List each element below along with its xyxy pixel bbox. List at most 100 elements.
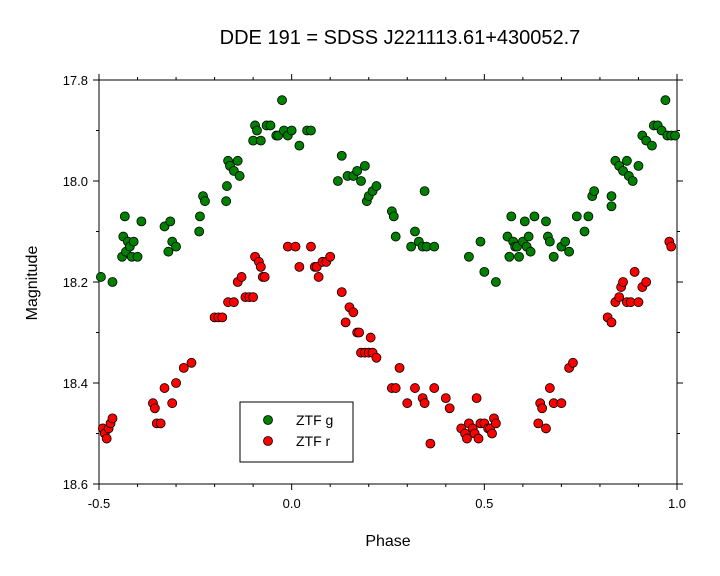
data-point-ztf-r [629,266,640,277]
data-point-ztf-r [429,383,440,393]
legend-label-ztf-g: ZTF g [296,412,333,428]
data-point-ztf-g [523,231,534,242]
data-point-ztf-r [290,241,301,252]
data-point-ztf-g [163,246,174,257]
data-point-ztf-g [429,241,440,252]
data-point-ztf-g [647,140,657,151]
data-point-ztf-g [479,266,490,277]
data-point-ztf-g [583,211,594,222]
data-markers [96,95,680,449]
data-point-ztf-r [248,292,259,303]
data-point-ztf-r [294,261,305,272]
data-point-ztf-g [571,211,582,222]
data-point-ztf-g [265,120,276,131]
data-point-ztf-g [119,211,130,222]
data-point-ztf-g [541,216,551,227]
data-point-ztf-r [462,433,472,444]
data-point-ztf-g [564,246,575,257]
data-point-ztf-r [340,317,351,328]
data-point-ztf-g [221,196,232,207]
data-point-ztf-r [533,418,544,429]
y-tick-label: 18.4 [63,376,88,391]
data-point-ztf-g [128,236,139,247]
y-tick-label: 18.0 [63,174,88,189]
x-tick-label: -0.5 [88,496,110,511]
data-point-ztf-r [537,403,548,414]
data-point-ztf-r [544,383,555,393]
data-point-ztf-r [325,251,336,262]
data-point-ztf-g [622,155,632,166]
data-point-ztf-g [419,186,430,197]
data-point-ztf-r [541,423,551,434]
x-tick-label: 1.0 [668,496,686,511]
data-point-ztf-g [107,277,118,287]
y-tick-label: 18.2 [63,275,88,290]
data-point-ztf-g [132,251,143,262]
data-point-ztf-g [294,140,305,151]
data-point-ztf-r [354,327,365,338]
data-point-ztf-r [159,383,170,393]
data-point-ztf-g [464,251,474,262]
data-point-ztf-g [234,171,245,181]
data-point-ztf-r [217,312,228,323]
data-point-ztf-r [473,433,484,444]
data-point-ztf-r [444,403,455,414]
legend-marker-ztf-r [263,436,273,446]
data-point-ztf-r [440,393,451,404]
data-point-ztf-g [633,160,644,171]
data-point-ztf-g [371,181,382,191]
data-point-ztf-r [155,418,166,429]
data-point-ztf-g [606,191,617,202]
data-point-ztf-g [504,251,515,262]
data-point-ztf-r [171,378,181,388]
data-point-ztf-r [606,317,617,328]
data-point-ztf-r [633,297,644,308]
data-point-ztf-g [96,272,106,282]
data-point-ztf-r [259,272,270,282]
data-point-ztf-g [506,211,517,222]
data-point-ztf-g [589,186,600,197]
data-point-ztf-r [666,241,677,252]
data-point-ztf-g [627,176,638,186]
data-point-ztf-g [232,155,243,166]
data-point-ztf-r [371,352,382,363]
data-point-ztf-r [402,398,413,409]
data-point-ztf-g [336,150,347,161]
tick-labels: -0.5 0.0 0.5 1.0 17.8 18.0 18.2 18.4 18.6 [63,73,686,511]
data-point-ztf-g [519,216,530,227]
data-point-ztf-r [313,272,324,282]
data-point-ztf-g [195,211,205,222]
data-point-ztf-g [490,277,501,287]
legend-box [239,401,354,463]
data-point-ztf-g [306,125,316,136]
data-point-ztf-r [178,362,189,373]
data-point-ztf-r [568,357,578,368]
data-point-ztf-g [525,246,536,257]
data-point-ztf-r [101,433,112,444]
data-point-ztf-g [252,125,262,136]
data-point-ztf-g [277,95,287,106]
legend: ZTF g ZTF r [239,401,354,463]
data-point-ztf-r [425,438,436,449]
data-point-ztf-r [410,383,420,393]
x-tick-label: 0.0 [283,496,301,511]
data-point-ztf-r [390,383,401,393]
legend-label-ztf-r: ZTF r [296,433,331,449]
data-point-ztf-g [514,251,524,262]
data-point-ztf-r [186,357,197,368]
data-point-ztf-g [388,211,399,222]
data-point-ztf-r [228,297,239,308]
data-point-ztf-r [236,272,247,282]
data-point-ztf-g [410,226,420,237]
data-point-ztf-r [167,398,178,409]
data-point-ztf-g [165,216,176,227]
data-point-ztf-r [348,307,359,318]
data-point-ztf-g [475,236,486,247]
data-point-ztf-g [194,226,205,237]
data-point-ztf-g [606,201,617,212]
x-axis-label: Phase [365,533,410,550]
data-point-ztf-r [618,277,628,287]
data-point-ztf-r [255,261,266,272]
x-tick-label: 0.5 [475,496,493,511]
